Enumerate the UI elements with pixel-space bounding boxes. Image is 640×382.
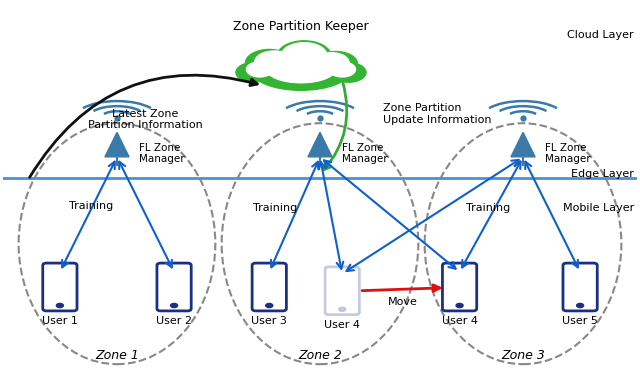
Ellipse shape [252, 51, 350, 90]
FancyBboxPatch shape [43, 263, 77, 311]
Ellipse shape [246, 49, 293, 76]
Ellipse shape [282, 43, 327, 68]
Text: FL Zone
Manager: FL Zone Manager [545, 142, 591, 164]
Text: User 1: User 1 [42, 316, 78, 326]
Text: Zone 3: Zone 3 [501, 350, 545, 363]
Text: Mobile Layer: Mobile Layer [563, 203, 634, 213]
FancyBboxPatch shape [442, 263, 477, 311]
Text: Move: Move [388, 297, 417, 307]
Polygon shape [308, 133, 332, 157]
Text: Training: Training [466, 203, 510, 213]
Polygon shape [105, 133, 129, 157]
Text: Zone Partition Keeper: Zone Partition Keeper [233, 20, 369, 33]
Circle shape [56, 303, 63, 308]
Text: FL Zone
Manager: FL Zone Manager [342, 142, 388, 164]
Ellipse shape [266, 55, 336, 83]
Text: User 5: User 5 [562, 316, 598, 326]
Circle shape [171, 303, 177, 308]
Ellipse shape [255, 51, 294, 74]
Text: User 2: User 2 [156, 316, 192, 326]
Text: Zone 2: Zone 2 [298, 350, 342, 363]
Circle shape [339, 307, 346, 311]
Circle shape [577, 303, 584, 308]
Ellipse shape [331, 63, 366, 82]
Text: Latest Zone
Partition Information: Latest Zone Partition Information [88, 108, 203, 130]
Text: Zone Partition
Update Information: Zone Partition Update Information [383, 103, 492, 125]
Ellipse shape [236, 63, 271, 82]
Ellipse shape [277, 41, 331, 72]
Text: Training: Training [69, 201, 114, 211]
Text: User 4: User 4 [324, 320, 360, 330]
Text: User 4: User 4 [442, 316, 477, 326]
Text: FL Zone
Manager: FL Zone Manager [139, 142, 185, 164]
Text: User 3: User 3 [252, 316, 287, 326]
Circle shape [456, 303, 463, 308]
Circle shape [266, 303, 273, 308]
Ellipse shape [314, 52, 357, 76]
Text: Cloud Layer: Cloud Layer [568, 30, 634, 40]
Ellipse shape [329, 62, 356, 77]
Polygon shape [511, 133, 535, 157]
FancyBboxPatch shape [252, 263, 286, 311]
Ellipse shape [246, 62, 273, 77]
Text: Training: Training [253, 203, 298, 213]
Ellipse shape [314, 53, 349, 73]
FancyBboxPatch shape [325, 267, 359, 315]
Text: Edge Layer: Edge Layer [571, 169, 634, 179]
FancyBboxPatch shape [157, 263, 191, 311]
FancyBboxPatch shape [563, 263, 597, 311]
Text: Zone 1: Zone 1 [95, 350, 139, 363]
